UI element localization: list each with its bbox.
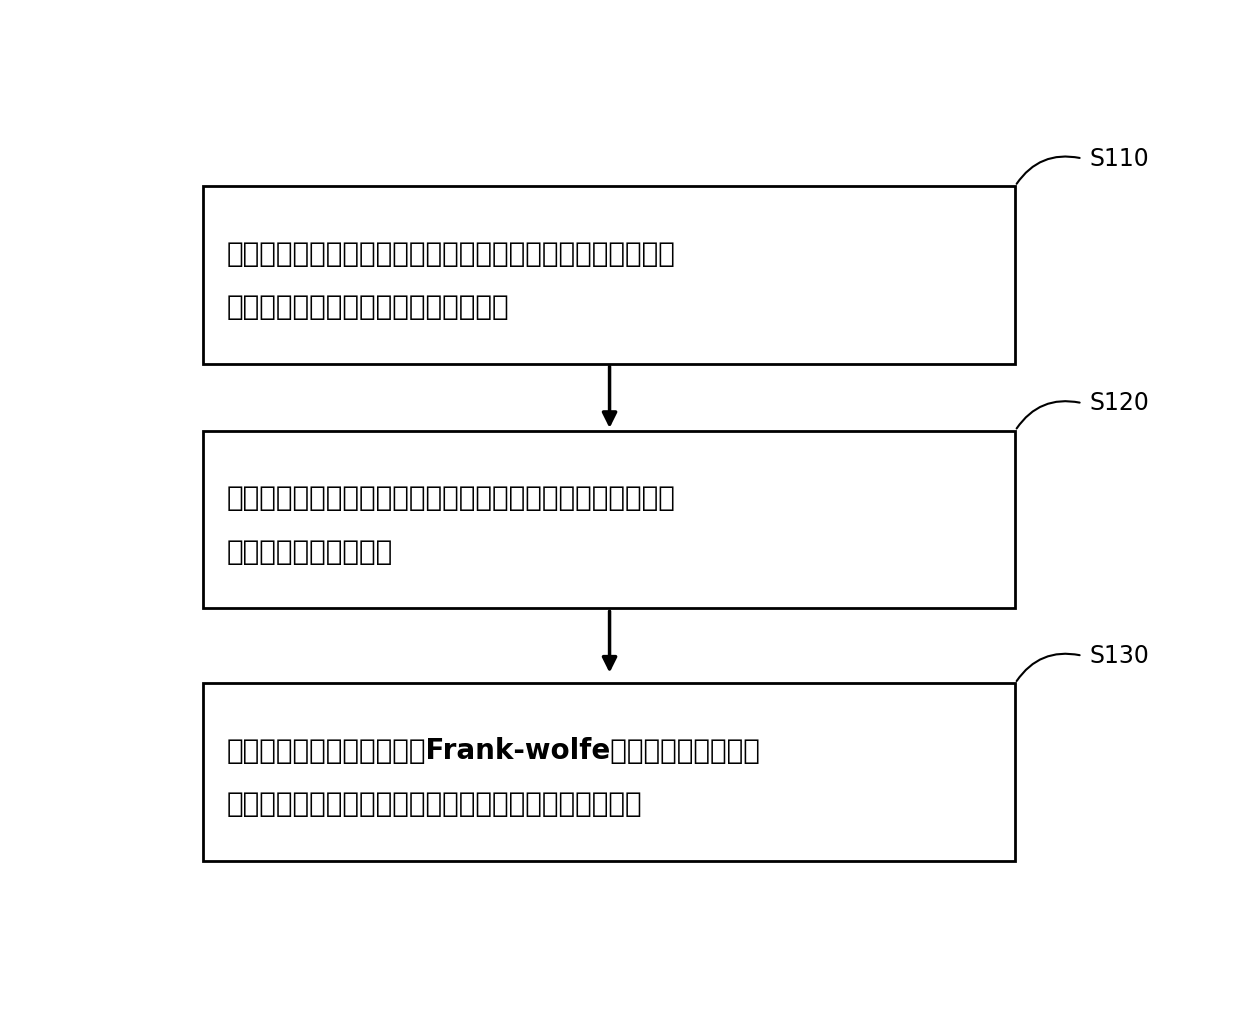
Bar: [203, 187, 1016, 364]
Text: 型，确定旅客出行时段和出行方式选择: 型，确定旅客出行时段和出行方式选择: [227, 293, 510, 321]
Text: S120: S120: [1089, 392, 1149, 415]
Text: 为目标的分时定价模型: 为目标的分时定价模型: [227, 537, 393, 566]
Text: 解客流均衡分配模型和分时定价模型，得到客票定价结果: 解客流均衡分配模型和分时定价模型，得到客票定价结果: [227, 790, 642, 818]
Text: 构建对应于所述旅客出行时段和出行方式的以铁路收益最大化: 构建对应于所述旅客出行时段和出行方式的以铁路收益最大化: [227, 484, 676, 512]
Text: 采用带惯性的粒子群算法和Frank-wolfe算法相结合的方法求: 采用带惯性的粒子群算法和Frank-wolfe算法相结合的方法求: [227, 737, 761, 765]
Bar: [203, 430, 1016, 609]
Bar: [203, 684, 1016, 861]
Text: S110: S110: [1089, 147, 1148, 170]
Text: 设置初始票价，以广义费用最小为目标，构建客流均衡分配模: 设置初始票价，以广义费用最小为目标，构建客流均衡分配模: [227, 240, 676, 268]
Text: S130: S130: [1089, 644, 1149, 667]
